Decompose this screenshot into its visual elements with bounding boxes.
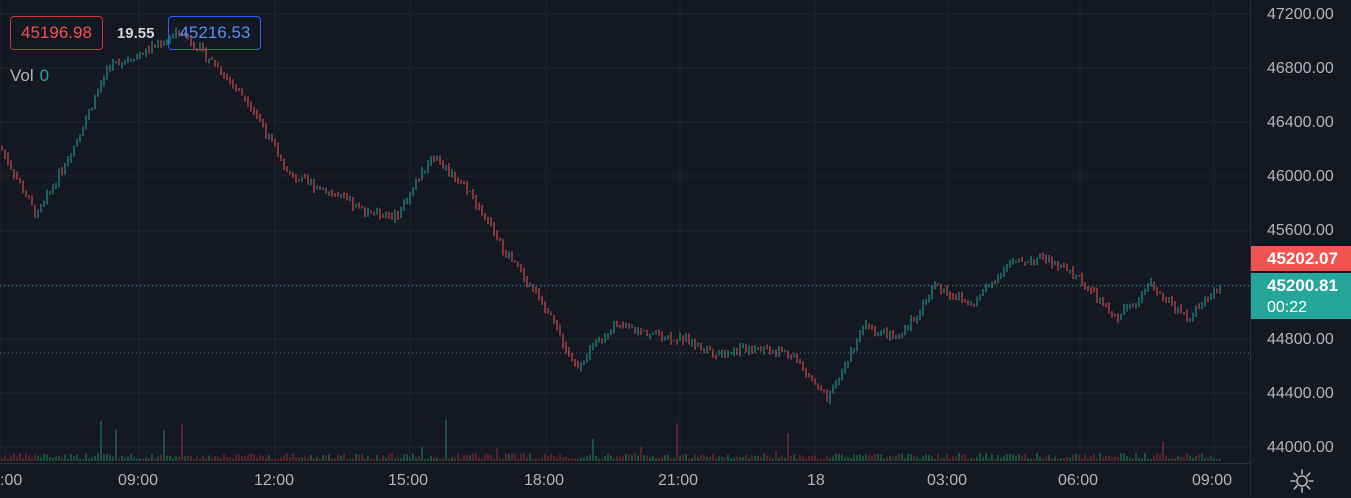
bid-price-value: 45200.81	[1267, 276, 1338, 295]
volume-value: 0	[39, 66, 50, 85]
time-axis[interactable]: :00 09:00 12:00 15:00 18:00 21:00 18 03:…	[0, 463, 1250, 498]
time-tick: 12:00	[254, 472, 295, 489]
bar-countdown: 00:22	[1267, 299, 1308, 316]
sell-price-button[interactable]: 45196.98	[10, 16, 103, 50]
spread-value: 19.55	[116, 24, 155, 42]
time-tick: 03:00	[927, 472, 968, 489]
bid-price-tag: 45200.81 00:22	[1251, 273, 1351, 319]
price-tick: 46400.00	[1267, 114, 1334, 131]
volume-label: Vol	[10, 66, 34, 85]
buy-price-button[interactable]: 45216.53	[168, 16, 262, 50]
price-tick: 44800.00	[1267, 331, 1334, 348]
price-tick: 45600.00	[1267, 222, 1334, 239]
time-tick: 18	[807, 472, 825, 489]
price-tick: 44000.00	[1267, 439, 1334, 456]
time-tick: 09:00	[118, 472, 159, 489]
price-tick: 46000.00	[1267, 168, 1334, 185]
volume-legend: Vol 0	[10, 66, 49, 86]
price-tick: 44400.00	[1267, 385, 1334, 402]
time-tick: 09:00	[1192, 472, 1233, 489]
price-chart[interactable]	[0, 0, 1250, 463]
quote-bar: 45196.98 19.55 45216.53	[10, 16, 262, 50]
time-tick: 06:00	[1058, 472, 1099, 489]
time-tick: 18:00	[524, 472, 565, 489]
chart-area[interactable]	[0, 0, 1250, 463]
gear-icon[interactable]	[1289, 468, 1315, 494]
price-tick: 46800.00	[1267, 60, 1334, 77]
price-axis[interactable]: 47200.00 46800.00 46400.00 46000.00 4560…	[1250, 0, 1351, 497]
price-tick: 47200.00	[1267, 6, 1334, 23]
time-tick: 15:00	[388, 472, 429, 489]
time-tick: 21:00	[658, 472, 699, 489]
ask-price-tag: 45202.07	[1251, 246, 1351, 271]
time-tick: :00	[0, 472, 23, 489]
